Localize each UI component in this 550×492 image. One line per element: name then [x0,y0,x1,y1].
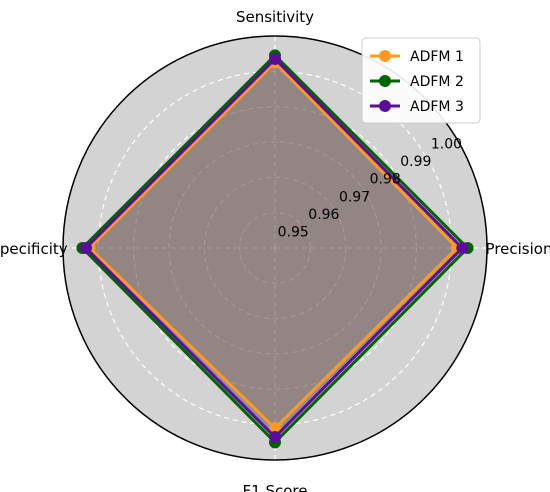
legend-label: ADFM 1 [410,49,464,65]
radial-tick-label: 0.95 [278,224,309,240]
series-marker [79,242,92,254]
grid-circle [239,212,311,284]
legend: ADFM 1 ADFM 2 ADFM 3 [361,37,481,124]
radial-tick-label: 0.98 [370,172,401,188]
axis-label: Specificity [0,240,68,258]
radial-tick-label: 0.97 [339,189,370,205]
grid-circle [203,176,347,320]
legend-marker [379,75,391,87]
series-marker [269,431,281,444]
axis-label: Precision [486,240,550,258]
radial-tick-label: 0.96 [308,207,339,223]
radar-series [76,49,474,449]
legend-label: ADFM 3 [410,99,464,115]
series-marker [269,422,281,435]
grid-circle [133,106,417,390]
radial-tick-label: 0.99 [400,154,431,170]
outer-ring [62,35,488,461]
legend-marker [379,50,391,62]
grid-circle [168,141,382,355]
legend-marker [379,100,391,112]
radar-labels: 0.950.960.970.98 0.991.00 Sensitivity Preci… [0,8,550,492]
legend-box [361,37,481,124]
radial-tick-label: 1.00 [431,137,462,153]
axis-label: Sensitivity [236,8,314,26]
legend-label: ADFM 2 [410,74,464,90]
series-marker [269,52,281,65]
axis-label: F1 Score [243,482,308,492]
series-marker [456,242,469,254]
